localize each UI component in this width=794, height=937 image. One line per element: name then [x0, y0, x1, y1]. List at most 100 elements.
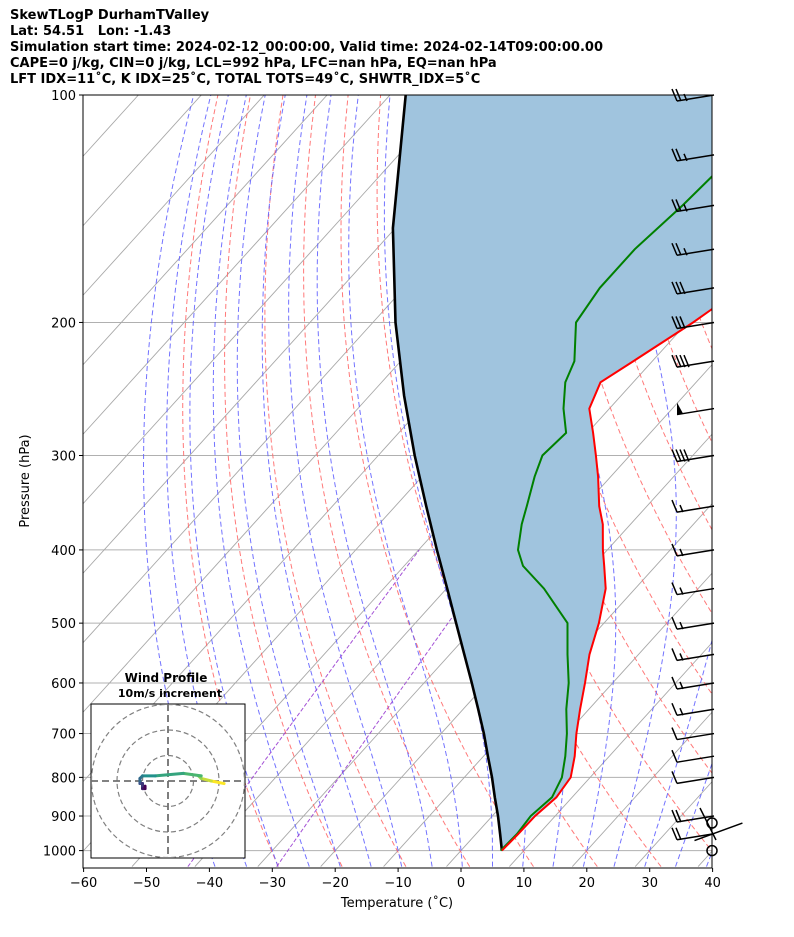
wind-barb	[671, 281, 715, 295]
x-tick-label: 40	[704, 876, 721, 891]
axes: Temperature (˚C) Pressure (hPa) −60 −50 −4…	[18, 89, 721, 911]
dry-adiabat	[303, 95, 471, 867]
y-tick-label: 1000	[43, 845, 76, 860]
parcel-area-shading	[392, 95, 712, 851]
barb-half	[683, 204, 688, 212]
barb-staff	[676, 755, 715, 763]
surface-wind-barb	[694, 807, 743, 842]
barb-staff	[676, 776, 715, 785]
barb-full	[675, 316, 682, 329]
hodograph-segment	[153, 771, 185, 778]
barb-full	[671, 771, 678, 784]
dry-adiabat	[182, 95, 279, 867]
dry-adiabat	[575, 95, 712, 531]
barb-staff	[676, 833, 715, 841]
barb-staff	[676, 360, 715, 368]
x-tick-label: 0	[457, 876, 465, 891]
y-axis-label: Pressure (hPa)	[18, 434, 33, 527]
barb-full	[671, 316, 678, 329]
plot-border	[82, 94, 713, 869]
barb-staff	[676, 321, 715, 330]
barb-full	[671, 199, 678, 212]
temperature-line	[501, 307, 712, 852]
moist-adiabat	[608, 95, 677, 867]
barb-staff	[699, 807, 717, 841]
isotherm-line	[320, 433, 712, 867]
barb-full	[671, 727, 678, 740]
barb-staff	[676, 732, 715, 741]
barb-full	[675, 354, 682, 368]
inset-subtitle: 10m/s increment	[118, 687, 222, 700]
moist-adiabat	[261, 95, 372, 867]
moist-adiabat	[236, 95, 341, 867]
barb-full	[671, 827, 678, 841]
barb-full	[671, 582, 678, 595]
wind-barb	[671, 616, 715, 630]
barb-full	[671, 616, 678, 630]
dry-adiabat	[739, 95, 794, 867]
wind-barb	[671, 648, 715, 662]
dewpoint-line	[499, 175, 712, 852]
x-tick-label: 10	[516, 876, 533, 891]
wind-barb	[671, 499, 715, 513]
barb-staff	[676, 94, 715, 102]
dry-adiabat	[771, 95, 794, 867]
barb-full	[675, 809, 682, 823]
y-tick-label: 200	[51, 316, 76, 331]
barb-full	[679, 281, 686, 295]
isotherm-line	[509, 642, 712, 867]
wind-barb	[671, 809, 715, 823]
y-tick-label: 500	[51, 617, 76, 632]
dry-adiabat	[264, 95, 407, 867]
barb-full	[671, 749, 678, 763]
x-tick-label: −10	[384, 876, 411, 891]
wind-barb	[671, 771, 715, 785]
barb-full	[675, 449, 682, 462]
isotherm-line	[83, 95, 454, 505]
profile-series	[391, 95, 712, 852]
barb-staff	[694, 822, 743, 842]
moist-adiabat	[348, 95, 463, 867]
wind-profile-inset: Wind Profile 10m/s increment	[90, 671, 246, 859]
hodograph-segment	[181, 771, 203, 778]
barb-full	[683, 449, 690, 462]
barb-half	[679, 681, 684, 690]
wind-barb	[671, 354, 715, 368]
x-tick-label: 20	[579, 876, 596, 891]
barb-full	[671, 543, 678, 557]
barb-staff	[676, 287, 715, 295]
barb-staff	[676, 204, 715, 213]
barb-half	[683, 93, 688, 102]
barb-full	[671, 148, 678, 162]
wind-barb	[671, 749, 715, 763]
wind-barb	[671, 199, 715, 213]
wind-barb	[671, 676, 715, 690]
barb-full	[671, 648, 678, 661]
lifted-index-line: LFT IDX=11˚C, K IDX=25˚C, TOTAL TOTS=49˚…	[10, 72, 481, 87]
barb-full	[671, 242, 678, 256]
barb-full	[671, 499, 678, 513]
time-line: Simulation start time: 2024-02-12_00:00:…	[10, 40, 603, 55]
hodograph-segment	[209, 779, 226, 786]
barb-half	[679, 587, 684, 595]
stability-indices-line: CAPE=0 j/kg, CIN=0 j/kg, LCL=992 hPa, LF…	[10, 56, 497, 71]
moist-adiabat	[212, 95, 310, 867]
chart-title-block: SkewTLogP DurhamTValley Lat: 54.51 Lon: …	[10, 8, 603, 88]
barb-staff	[676, 248, 715, 256]
isotherm-line	[83, 95, 265, 296]
barb-half	[679, 548, 684, 557]
barb-full	[675, 281, 682, 295]
barb-full	[671, 702, 678, 716]
wind-barb	[671, 827, 715, 841]
isotherm-line	[83, 95, 328, 366]
wind-barb	[671, 727, 715, 741]
wind-barb	[671, 702, 715, 716]
y-tick-label: 100	[51, 89, 76, 104]
chart-title: SkewTLogP DurhamTValley	[10, 8, 210, 23]
moist-adiabat	[675, 762, 712, 867]
dry-adiabat	[705, 95, 712, 123]
wind-barb	[671, 582, 715, 596]
moist-adiabat	[288, 95, 403, 867]
moist-adiabat	[189, 95, 279, 867]
x-tick-label: −50	[133, 876, 160, 891]
